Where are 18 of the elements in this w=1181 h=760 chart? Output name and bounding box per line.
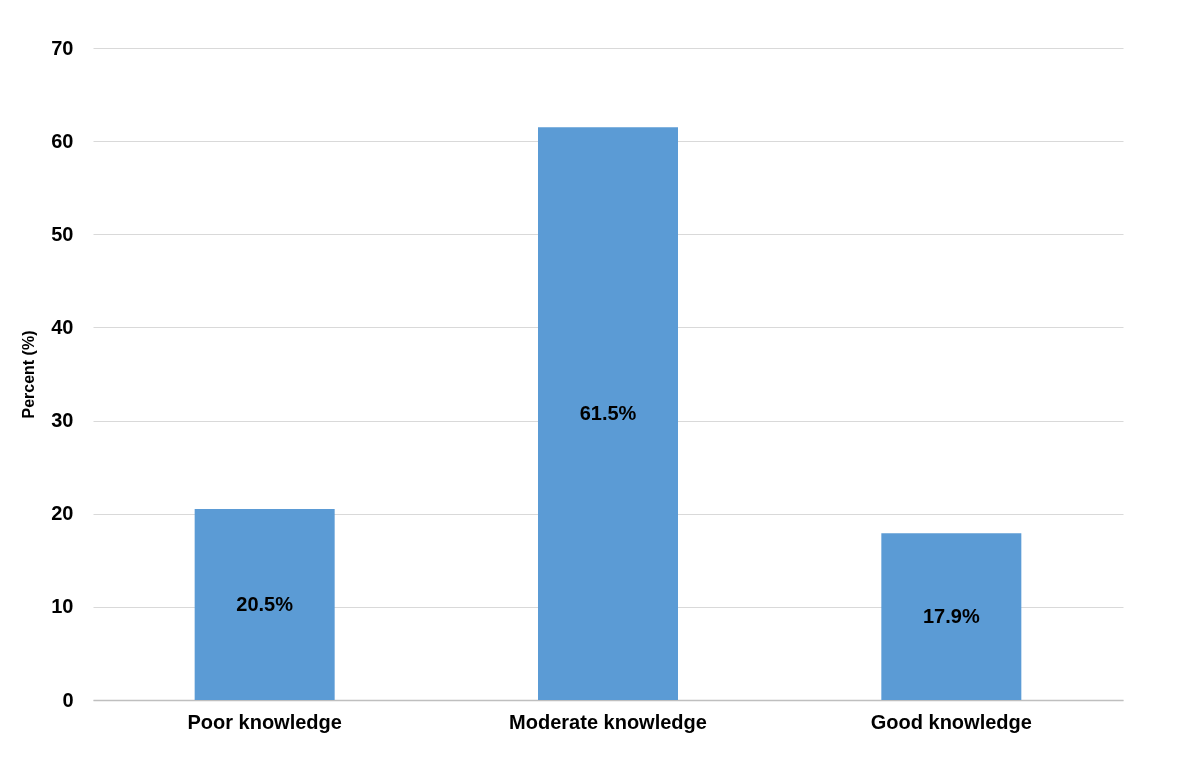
bar — [194, 509, 335, 700]
y-tick-label: 0 — [62, 688, 74, 711]
x-tick-label: Good knowledge — [870, 710, 1032, 733]
data-label: 20.5% — [236, 592, 294, 615]
y-axis-title: Percent (%) — [20, 330, 38, 419]
y-tick-label: 30 — [51, 409, 74, 432]
y-tick-label: 50 — [51, 222, 74, 245]
y-tick-label: 70 — [51, 36, 74, 59]
y-tick-label: 60 — [51, 129, 74, 152]
x-tick-label: Poor knowledge — [187, 710, 342, 733]
y-tick-label: 10 — [51, 595, 74, 618]
x-tick-label: Moderate knowledge — [509, 710, 707, 733]
data-label: 61.5% — [579, 401, 637, 424]
y-tick-label: 40 — [51, 315, 74, 338]
bar — [881, 533, 1022, 700]
y-tick-label: 20 — [51, 502, 74, 525]
data-label: 17.9% — [922, 604, 980, 627]
bar — [538, 127, 678, 700]
